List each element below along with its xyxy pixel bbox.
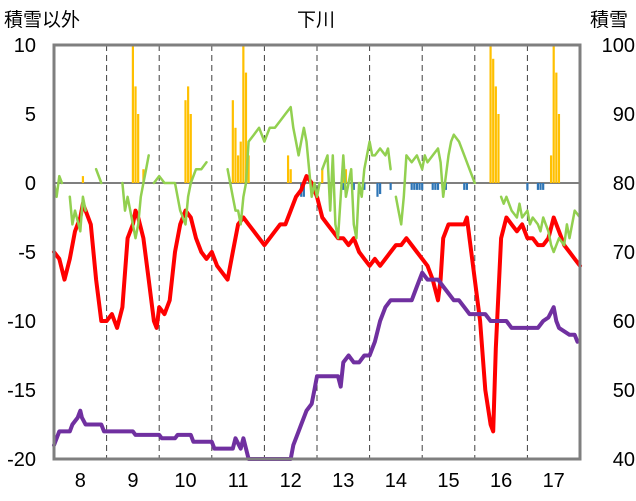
x-tick-label: 8: [75, 470, 86, 492]
bar-positive: [549, 155, 553, 183]
bar-positive: [557, 114, 561, 183]
series-purple-line: [52, 270, 580, 461]
y-right-tick-label: 50: [613, 380, 635, 402]
bar-positive: [231, 100, 234, 183]
y-left-tick-label: 5: [25, 104, 36, 126]
x-tick-label: 11: [228, 470, 249, 492]
bar-positive: [142, 169, 145, 183]
bar-negative: [539, 183, 542, 190]
bar-positive: [239, 141, 242, 183]
series-green-line: [226, 105, 321, 226]
bar-positive: [321, 169, 324, 183]
y-right-tick-label: 90: [613, 104, 635, 126]
y-left-tick-label: -5: [18, 242, 36, 264]
series-green-line: [321, 140, 392, 240]
bar-positive: [497, 114, 500, 183]
plot-frame: [52, 43, 582, 461]
bar-negative: [436, 183, 440, 190]
left-axis-title: 積雪以外: [4, 9, 80, 31]
bar-negative: [444, 183, 447, 190]
bar-negative: [536, 183, 540, 190]
bar-negative: [363, 183, 366, 190]
y-right-tick-label: 80: [613, 173, 635, 195]
bar-positive: [189, 114, 192, 183]
bar-positive: [289, 169, 292, 183]
series-green-line: [152, 161, 208, 226]
bar-negative: [302, 183, 305, 197]
x-tick-label: 17: [543, 470, 565, 492]
bar-positive: [247, 155, 250, 183]
bar-negative: [379, 183, 382, 195]
bar-negative: [526, 183, 529, 190]
series-green-line: [94, 167, 103, 185]
bar-negative: [415, 183, 419, 190]
bar-positive: [237, 155, 240, 183]
x-tick-label: 9: [127, 470, 138, 492]
bar-positive: [187, 86, 190, 183]
y-left-tick-label: 0: [25, 173, 36, 195]
x-tick-label: 13: [332, 470, 354, 492]
bar-negative: [542, 183, 545, 190]
x-tick-label: 10: [174, 470, 196, 492]
bar-negative: [431, 183, 434, 190]
bar-positive: [184, 100, 187, 183]
x-tick-label: 12: [280, 470, 302, 492]
bar-negative: [421, 183, 424, 190]
chart-title: 下川: [297, 10, 335, 31]
bar-positive: [244, 72, 248, 183]
bar-negative: [463, 183, 466, 190]
bar-negative: [376, 183, 379, 197]
x-tick-label: 16: [490, 470, 512, 492]
bar-positive: [344, 169, 348, 183]
series-green-line: [394, 133, 477, 226]
right-axis-title: 積雪: [590, 9, 628, 31]
x-tick-label: 15: [437, 470, 459, 492]
bar-positive: [555, 72, 558, 183]
bar-negative: [465, 183, 469, 190]
bar-negative: [389, 183, 392, 190]
bar-negative: [352, 183, 355, 190]
y-left-tick-label: -20: [7, 449, 36, 471]
bar-positive: [134, 86, 137, 183]
bar-negative: [413, 183, 416, 190]
y-right-tick-label: 40: [613, 449, 635, 471]
bar-positive: [494, 86, 497, 183]
bar-positive: [492, 58, 495, 183]
series-green-line: [499, 195, 582, 254]
x-tick-label: 14: [385, 470, 407, 492]
bar-positive: [234, 127, 237, 183]
y-left-tick-label: -15: [7, 380, 36, 402]
series-red-line: [52, 174, 582, 434]
y-right-tick-label: 70: [613, 242, 635, 264]
bar-positive: [286, 155, 290, 183]
bar-positive: [131, 45, 134, 183]
y-left-tick-label: 10: [14, 35, 36, 57]
bar-negative: [434, 183, 437, 190]
series-green-line: [121, 154, 150, 240]
bar-positive: [137, 114, 140, 183]
bar-negative: [342, 183, 345, 190]
series-green-line: [68, 195, 87, 233]
bar-positive: [489, 45, 492, 183]
bar-negative: [418, 183, 421, 190]
bar-positive: [242, 45, 245, 183]
y-right-tick-label: 60: [613, 311, 635, 333]
bar-positive: [552, 45, 555, 183]
bar-negative: [410, 183, 413, 190]
bar-positive: [81, 176, 85, 183]
y-left-tick-label: -10: [7, 311, 36, 333]
y-right-tick-label: 100: [602, 35, 635, 57]
